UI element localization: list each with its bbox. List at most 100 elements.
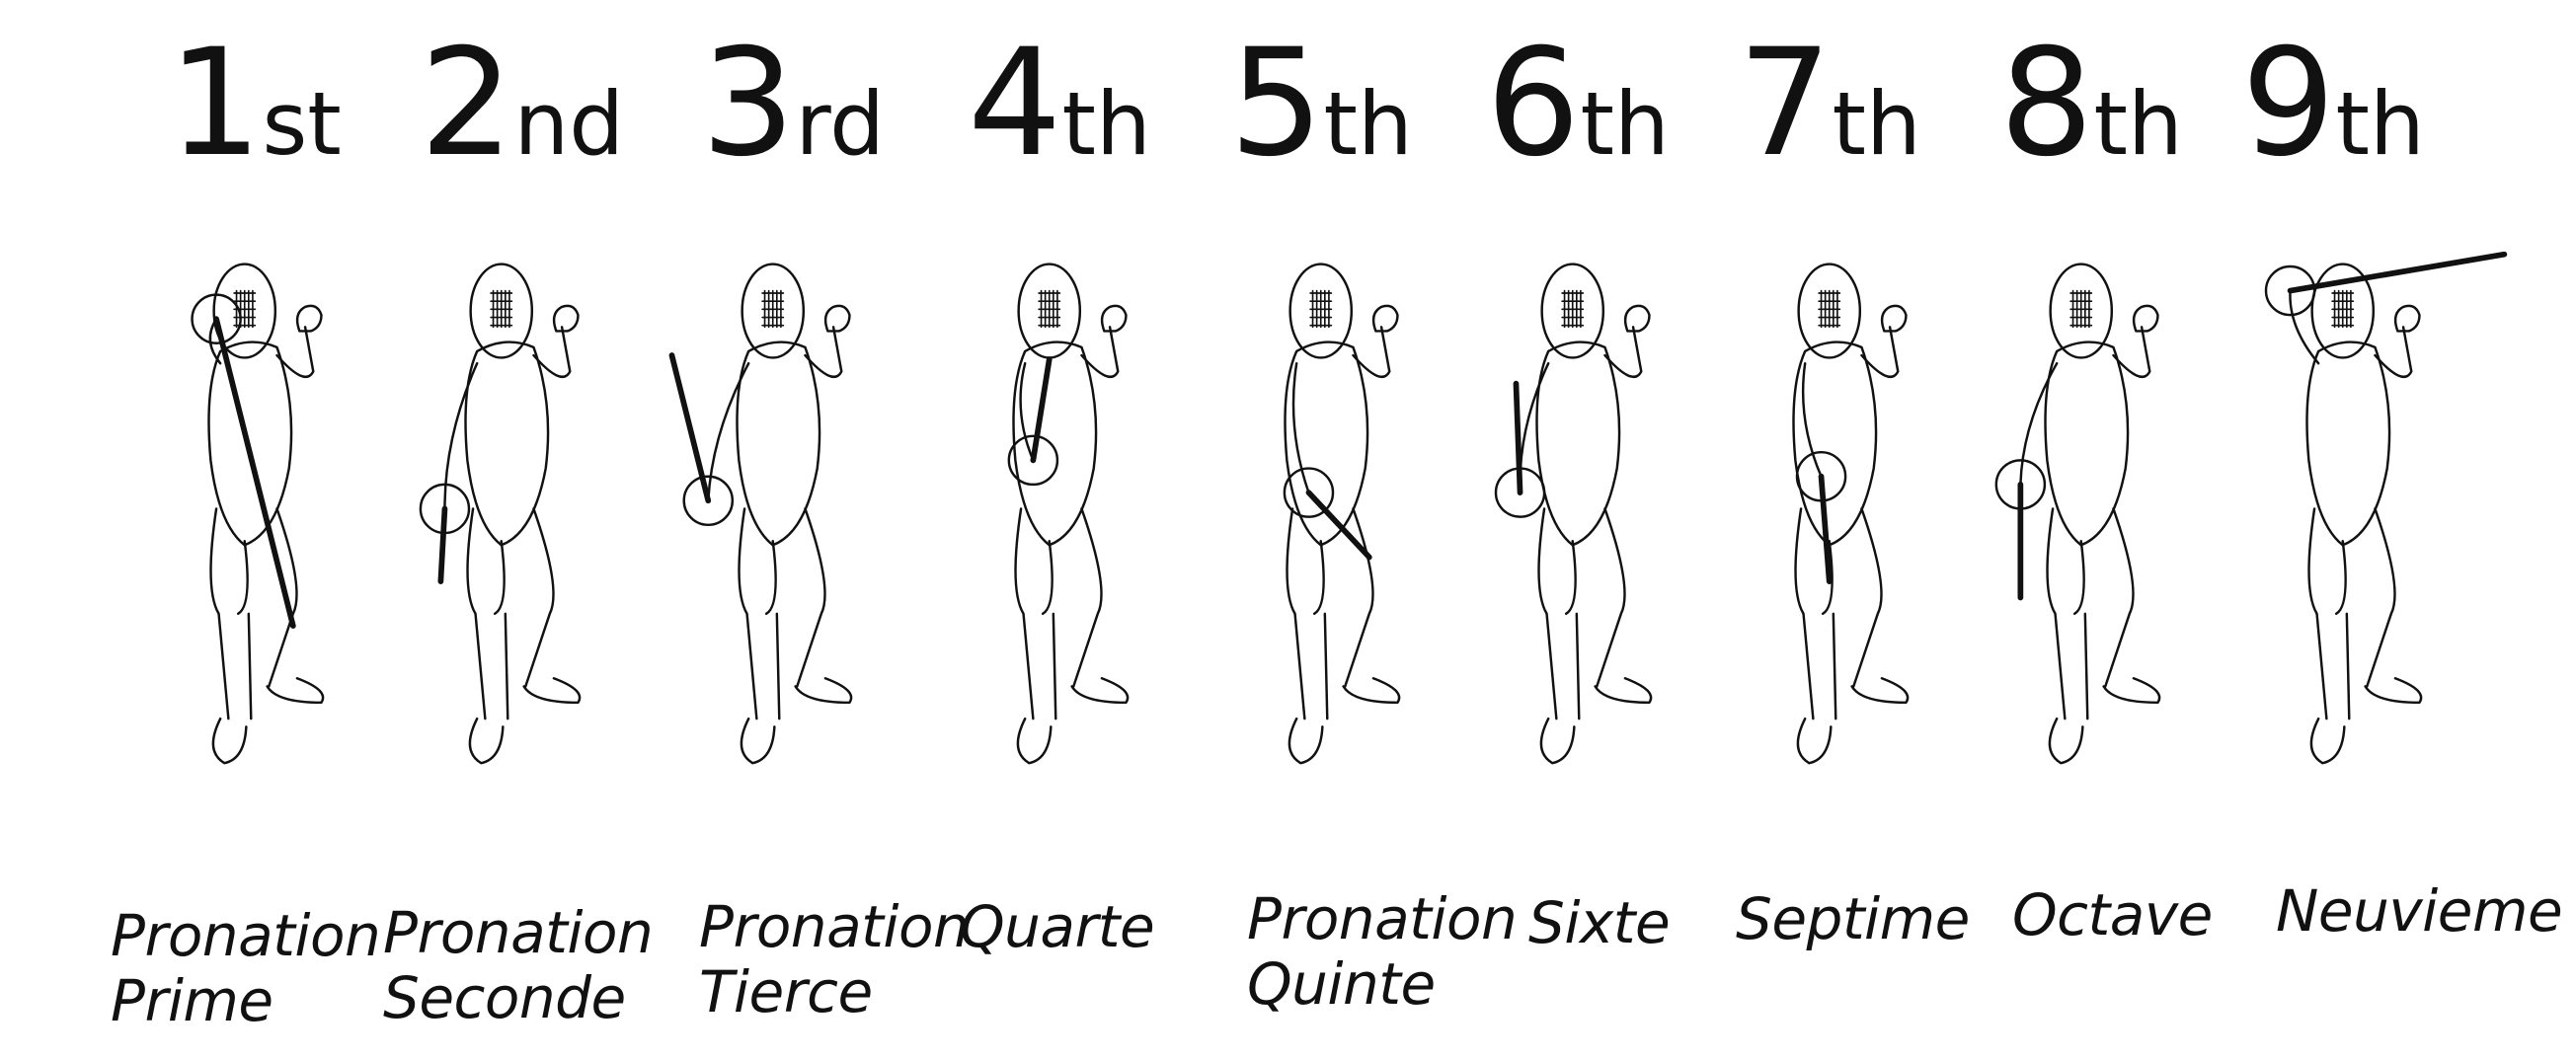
position-suffix: th bbox=[1061, 73, 1151, 175]
back-foot bbox=[1594, 677, 1653, 705]
position-8-heading: 8th bbox=[1999, 30, 2183, 178]
position-1-label: Pronation Prime bbox=[111, 902, 381, 1034]
bell-guard bbox=[1007, 434, 1059, 487]
position-suffix: th bbox=[2093, 73, 2183, 175]
mask-head bbox=[1540, 263, 1605, 359]
fencer-drawing bbox=[2264, 251, 2508, 765]
fencer-figure-7 bbox=[1708, 192, 1975, 873]
mask-head bbox=[212, 263, 277, 359]
fencer-figure-6 bbox=[1451, 192, 1718, 873]
back-arm bbox=[532, 304, 580, 378]
position-4-label: Quarte bbox=[960, 894, 1155, 959]
label-line-1: Pronation bbox=[111, 902, 381, 969]
back-foot bbox=[1342, 677, 1401, 705]
front-leg bbox=[209, 507, 249, 720]
blade bbox=[1030, 356, 1053, 464]
front-leg bbox=[466, 507, 506, 720]
back-leg bbox=[775, 507, 826, 720]
position-suffix: th bbox=[1323, 73, 1413, 175]
label-line-2: Sixte bbox=[1528, 889, 1671, 956]
back-foot bbox=[522, 677, 582, 705]
fencer-drawing bbox=[1283, 263, 1401, 765]
fencer-drawing bbox=[1007, 263, 1130, 765]
back-leg bbox=[2083, 507, 2135, 720]
position-8-label: Octave bbox=[2012, 882, 2213, 947]
fencer-figure-9 bbox=[2222, 192, 2508, 873]
front-leg bbox=[1286, 507, 1325, 720]
mask-mesh bbox=[2069, 289, 2093, 329]
bell-guard bbox=[682, 475, 735, 527]
blade bbox=[1818, 473, 1833, 584]
position-7-label: Septime bbox=[1736, 886, 1970, 951]
fencer-figure-5 bbox=[1200, 192, 1466, 873]
position-suffix: th bbox=[1832, 73, 1921, 175]
label-line-2: Prime bbox=[111, 967, 273, 1034]
back-arm bbox=[2374, 304, 2421, 378]
torso bbox=[2044, 341, 2130, 547]
position-number: 5 bbox=[1229, 18, 1323, 189]
back-foot bbox=[266, 677, 325, 705]
torso bbox=[464, 341, 550, 547]
back-arm bbox=[1860, 304, 1908, 378]
label-line-2: Quinte bbox=[1247, 950, 1436, 1018]
front-leg bbox=[1537, 507, 1577, 720]
front-leg bbox=[2046, 507, 2085, 720]
fencer-figure-3 bbox=[652, 192, 918, 873]
blade bbox=[2287, 251, 2508, 294]
label-line-1: Pronation bbox=[699, 893, 970, 960]
back-leg bbox=[2345, 507, 2396, 720]
torso bbox=[1012, 341, 1098, 547]
position-3-heading: 3rd bbox=[701, 30, 885, 178]
position-number: 7 bbox=[1738, 18, 1832, 189]
sword-arm bbox=[707, 361, 750, 502]
position-suffix: st bbox=[262, 73, 342, 175]
position-number: 4 bbox=[968, 18, 1061, 189]
back-foot bbox=[1850, 677, 1910, 705]
fencer-drawing bbox=[1494, 263, 1653, 765]
position-6-label: Sixte bbox=[1528, 889, 1671, 956]
torso bbox=[1792, 341, 1878, 547]
fencer-drawing bbox=[668, 263, 853, 765]
front-foot bbox=[468, 717, 505, 765]
back-arm bbox=[275, 304, 323, 378]
back-leg bbox=[1832, 507, 1883, 720]
sword-arm bbox=[1291, 361, 1310, 494]
torso bbox=[1535, 341, 1621, 547]
torso bbox=[1284, 341, 1369, 547]
mask-mesh bbox=[2331, 289, 2355, 329]
position-number: 1 bbox=[168, 18, 262, 189]
label-line-2: Seconde bbox=[383, 964, 626, 1031]
bell-guard bbox=[191, 293, 242, 344]
front-foot bbox=[211, 717, 248, 765]
position-9-heading: 9th bbox=[2241, 30, 2425, 178]
label-line-2: Tierce bbox=[699, 958, 873, 1025]
front-leg bbox=[1794, 507, 1834, 720]
label-line-2: Septime bbox=[1736, 885, 1970, 952]
fencer-figure-2 bbox=[380, 192, 647, 873]
blade bbox=[668, 352, 712, 504]
position-4-heading: 4th bbox=[968, 30, 1151, 178]
back-foot bbox=[2102, 677, 2161, 705]
label-line-1: Pronation bbox=[383, 899, 654, 966]
blade bbox=[1305, 490, 1372, 561]
front-foot bbox=[740, 717, 776, 765]
fencer-figure-4 bbox=[928, 192, 1195, 873]
position-2-heading: 2nd bbox=[420, 30, 624, 178]
sword-arm bbox=[1019, 361, 1035, 462]
position-number: 6 bbox=[1486, 18, 1580, 189]
fencer-drawing bbox=[1792, 263, 1910, 765]
back-leg bbox=[247, 507, 298, 720]
fencer-drawing bbox=[191, 263, 325, 765]
position-6-heading: 6th bbox=[1486, 30, 1670, 178]
torso bbox=[736, 341, 821, 547]
torso bbox=[2305, 341, 2391, 547]
front-foot bbox=[1539, 717, 1576, 765]
fencer-figure-8 bbox=[1960, 192, 2226, 873]
label-line-1: Pronation bbox=[1247, 885, 1518, 952]
position-1-heading: 1st bbox=[168, 30, 342, 178]
bell-guard bbox=[1283, 467, 1335, 518]
position-number: 3 bbox=[701, 18, 795, 189]
back-foot bbox=[1070, 677, 1130, 705]
position-number: 8 bbox=[1999, 18, 2093, 189]
